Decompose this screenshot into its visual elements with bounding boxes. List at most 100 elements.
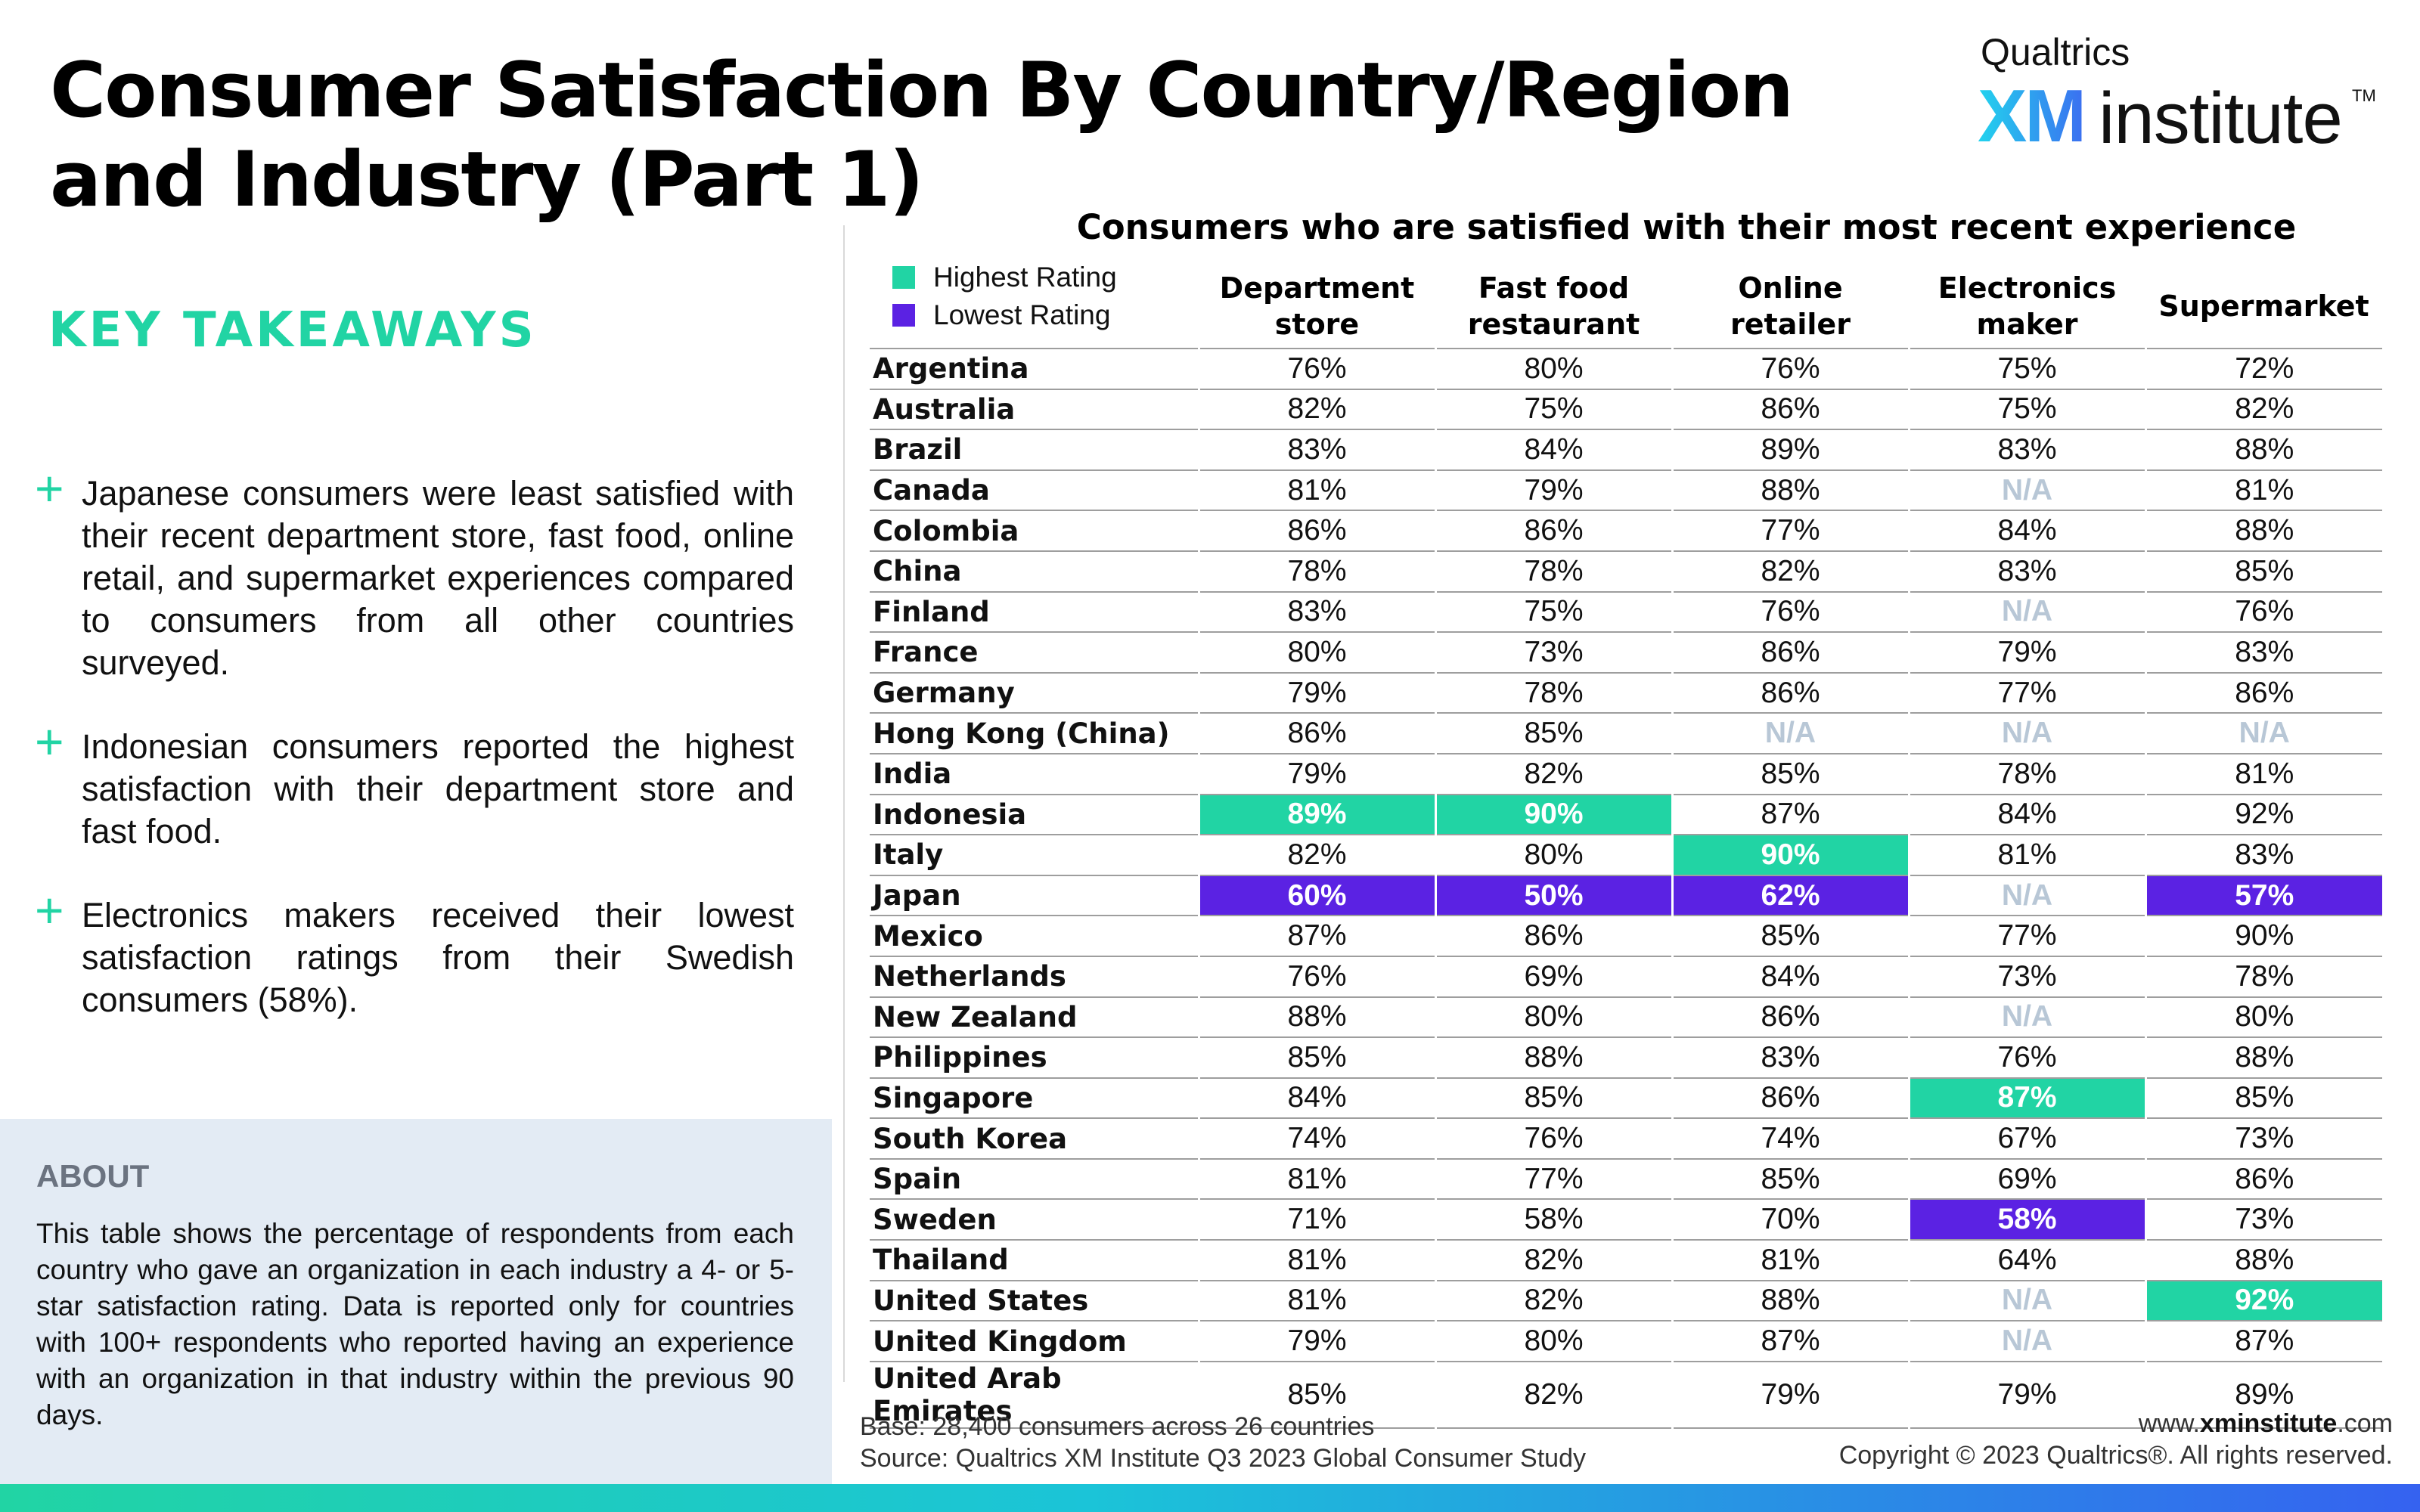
value-cell: 81%	[1197, 469, 1435, 511]
value-cell: 83%	[1907, 550, 2145, 592]
country-label: Netherlands	[870, 955, 1199, 997]
value-cell: 88%	[2144, 1239, 2382, 1281]
table-row: Australia 82% 75% 86% 75% 82%	[870, 388, 2382, 430]
value-cell: 86%	[1197, 510, 1435, 551]
page-title: Consumer Satisfaction By Country/Region …	[50, 45, 1794, 224]
value-cell: 87%	[1671, 1320, 1909, 1362]
legend-label: Highest Rating	[933, 262, 1117, 293]
table-row: Brazil 83% 84% 89% 83% 88%	[870, 429, 2382, 470]
value-cell: 88%	[1197, 996, 1435, 1038]
column-header-line: maker	[1976, 308, 2078, 341]
country-label: Canada	[870, 469, 1199, 511]
value-cell: 86%	[1197, 712, 1435, 754]
value-cell-highest: 90%	[1671, 834, 1909, 875]
about-panel: ABOUT This table shows the percentage of…	[0, 1119, 832, 1484]
value-cell: 64%	[1907, 1239, 2145, 1281]
key-takeaways-heading: KEY TAKEAWAYS	[48, 302, 537, 358]
value-cell: 69%	[1434, 955, 1672, 997]
value-cell: 85%	[1671, 1157, 1909, 1200]
value-cell: 80%	[1197, 631, 1435, 673]
value-cell: N/A	[1907, 1279, 2145, 1321]
value-cell-highest: 89%	[1197, 793, 1435, 835]
value-cell: 75%	[1434, 590, 1672, 633]
value-cell: 86%	[1434, 510, 1672, 551]
value-cell: 75%	[1907, 388, 2145, 430]
country-label: Indonesia	[870, 793, 1199, 835]
logo-trademark: TM	[2352, 86, 2376, 105]
value-cell: 76%	[1671, 590, 1909, 633]
about-heading: ABOUT	[36, 1158, 150, 1194]
value-cell-lowest: 60%	[1197, 874, 1435, 916]
value-cell: 79%	[1671, 1360, 1909, 1429]
value-cell: 87%	[1671, 793, 1909, 835]
value-cell: N/A	[1907, 996, 2145, 1038]
value-cell: 78%	[1434, 550, 1672, 592]
website-link[interactable]: www.xminstitute.com	[1839, 1408, 2393, 1439]
takeaway-item: + Indonesian consumers reported the high…	[35, 715, 794, 853]
table-row: Netherlands 76% 69% 84% 73% 78%	[870, 955, 2382, 997]
url-domain: xminstitute	[2199, 1409, 2338, 1438]
takeaway-item: + Electronics makers received their lowe…	[35, 884, 794, 1021]
value-cell: N/A	[1907, 1320, 2145, 1362]
satisfaction-table: Argentina 76% 80% 76% 75% 72% Australia 82% 75% 8…	[870, 348, 2382, 1429]
value-cell-highest: 92%	[2144, 1279, 2382, 1321]
country-label: New Zealand	[870, 996, 1199, 1038]
table-row: Hong Kong (China) 86% 85% N/A N/A N/A	[870, 712, 2382, 754]
value-cell: 79%	[1197, 1320, 1435, 1362]
value-cell: 81%	[1197, 1239, 1435, 1281]
legend: Highest Rating Lowest Rating	[892, 259, 1117, 334]
value-cell: 79%	[1434, 469, 1672, 511]
value-cell: 58%	[1434, 1198, 1672, 1241]
legend-swatch-lowest	[892, 304, 915, 327]
table-row: Mexico 87% 86% 85% 77% 90%	[870, 915, 2382, 956]
value-cell: 85%	[1671, 915, 1909, 956]
takeaway-text: Electronics makers received their lowest…	[82, 896, 794, 1019]
country-label: United Kingdom	[870, 1320, 1199, 1362]
value-cell: 74%	[1197, 1117, 1435, 1159]
table-row: China 78% 78% 82% 83% 85%	[870, 550, 2382, 592]
value-cell: 73%	[1434, 631, 1672, 673]
value-cell: 86%	[1671, 388, 1909, 430]
legend-swatch-highest	[892, 266, 915, 289]
column-header-line: Department	[1219, 271, 1415, 305]
value-cell: 83%	[1907, 429, 2145, 470]
value-cell-lowest: 50%	[1434, 874, 1672, 916]
value-cell: N/A	[2144, 712, 2382, 754]
column-header: Electronics maker	[1909, 265, 2145, 348]
country-label: Mexico	[870, 915, 1199, 956]
value-cell: 77%	[1907, 915, 2145, 956]
table-row: South Korea 74% 76% 74% 67% 73%	[870, 1117, 2382, 1159]
country-label: Germany	[870, 671, 1199, 714]
value-cell: 79%	[1197, 671, 1435, 714]
country-label: Brazil	[870, 429, 1199, 470]
value-cell: 92%	[2144, 793, 2382, 835]
table-row: Italy 82% 80% 90% 81% 83%	[870, 834, 2382, 875]
value-cell: 77%	[1434, 1157, 1672, 1200]
value-cell: N/A	[1671, 712, 1909, 754]
value-cell: 85%	[2144, 550, 2382, 592]
value-cell: 81%	[1197, 1157, 1435, 1200]
value-cell: 84%	[1671, 955, 1909, 997]
column-header: Fast food restaurant	[1435, 265, 1672, 348]
value-cell: 67%	[1907, 1117, 2145, 1159]
value-cell-lowest: 58%	[1907, 1198, 2145, 1241]
value-cell: 73%	[2144, 1117, 2382, 1159]
value-cell: 83%	[2144, 834, 2382, 875]
value-cell: 81%	[1671, 1239, 1909, 1281]
value-cell: 86%	[1671, 996, 1909, 1038]
table-row: United States 81% 82% 88% N/A 92%	[870, 1279, 2382, 1321]
column-header-line: retailer	[1730, 308, 1851, 341]
country-label: Italy	[870, 834, 1199, 875]
takeaway-text: Indonesian consumers reported the highes…	[82, 727, 794, 850]
country-label: United Arab Emirates	[870, 1360, 1199, 1429]
value-cell: 79%	[1907, 1360, 2145, 1429]
takeaway-item: + Japanese consumers were least satisfie…	[35, 462, 794, 684]
country-label: Thailand	[870, 1239, 1199, 1281]
value-cell: 88%	[1671, 1279, 1909, 1321]
value-cell: 85%	[1197, 1036, 1435, 1078]
column-header-line: Fast food	[1478, 271, 1630, 305]
value-cell: N/A	[1907, 874, 2145, 916]
bottom-gradient-bar	[0, 1484, 2420, 1512]
value-cell: 84%	[1197, 1077, 1435, 1119]
table-row: France 80% 73% 86% 79% 83%	[870, 631, 2382, 673]
